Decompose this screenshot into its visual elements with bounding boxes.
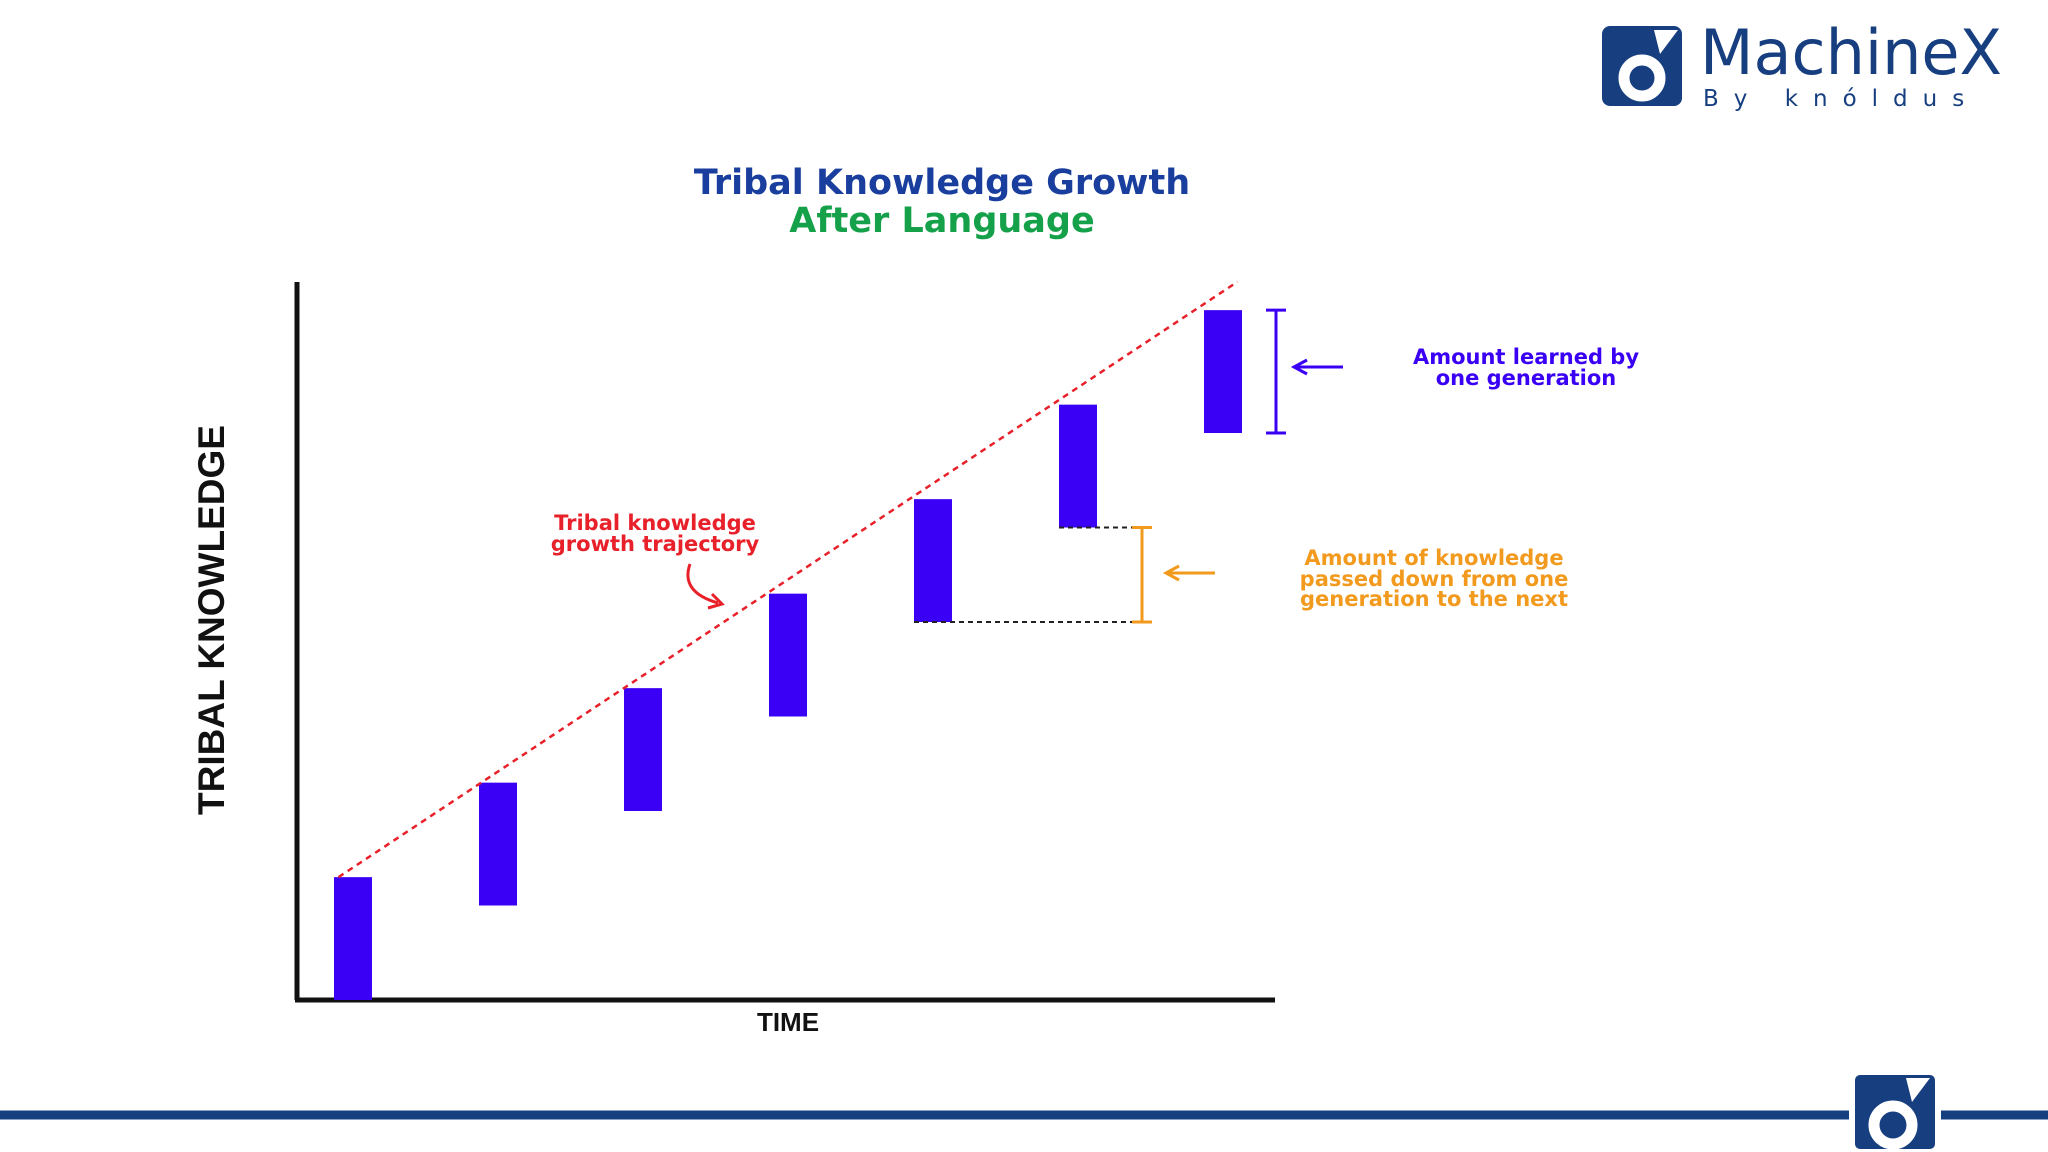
- bar-5: [914, 499, 952, 622]
- passed-annotation: Amount of knowledge passed down from one…: [914, 526, 1569, 624]
- passed-label-line1: Amount of knowledge: [1304, 546, 1563, 570]
- learned-label-line1: Amount learned by: [1413, 345, 1639, 369]
- y-axis-label: TRIBAL KNOWLEDGE: [191, 425, 232, 815]
- footer-logo-ring: [1868, 1100, 1918, 1150]
- bar-6: [1059, 404, 1097, 528]
- learned-annotation: Amount learned by one generation: [1266, 308, 1639, 435]
- trajectory-line: [337, 280, 1239, 879]
- bar-3: [624, 688, 662, 811]
- brand-name: MachineX: [1700, 16, 2002, 89]
- trajectory-label-line2: growth trajectory: [551, 532, 760, 556]
- footer-logo-accent: [1906, 1078, 1930, 1102]
- passed-label-line3: generation to the next: [1300, 587, 1568, 611]
- learned-label-line2: one generation: [1436, 366, 1617, 390]
- passed-arrowhead: [1162, 564, 1180, 582]
- bar-2: [479, 782, 517, 906]
- trajectory-label-line1: Tribal knowledge: [554, 511, 756, 535]
- trajectory-annotation: Tribal knowledge growth trajectory: [551, 511, 760, 610]
- logo-icon-accent: [1654, 30, 1678, 54]
- axes: [294, 282, 1275, 1003]
- bar-1: [334, 877, 372, 1000]
- footer: [0, 1069, 2048, 1152]
- bars-group: [334, 310, 1242, 1000]
- chart-title: Tribal Knowledge Growth: [694, 163, 1190, 203]
- x-axis-label: TIME: [757, 1007, 819, 1037]
- brand-tagline: By knóldus: [1703, 86, 1979, 112]
- passed-label-line2: passed down from one: [1300, 567, 1569, 591]
- learned-arrowhead: [1290, 358, 1308, 376]
- trajectory-arrowhead: [707, 592, 725, 610]
- logo-icon-ring: [1618, 54, 1666, 102]
- brand-logo: MachineX By knóldus: [1602, 16, 2002, 112]
- bar-4: [769, 593, 807, 717]
- chart-subtitle: After Language: [789, 201, 1094, 241]
- trajectory-arrow: [686, 563, 719, 605]
- bar-7: [1204, 310, 1242, 433]
